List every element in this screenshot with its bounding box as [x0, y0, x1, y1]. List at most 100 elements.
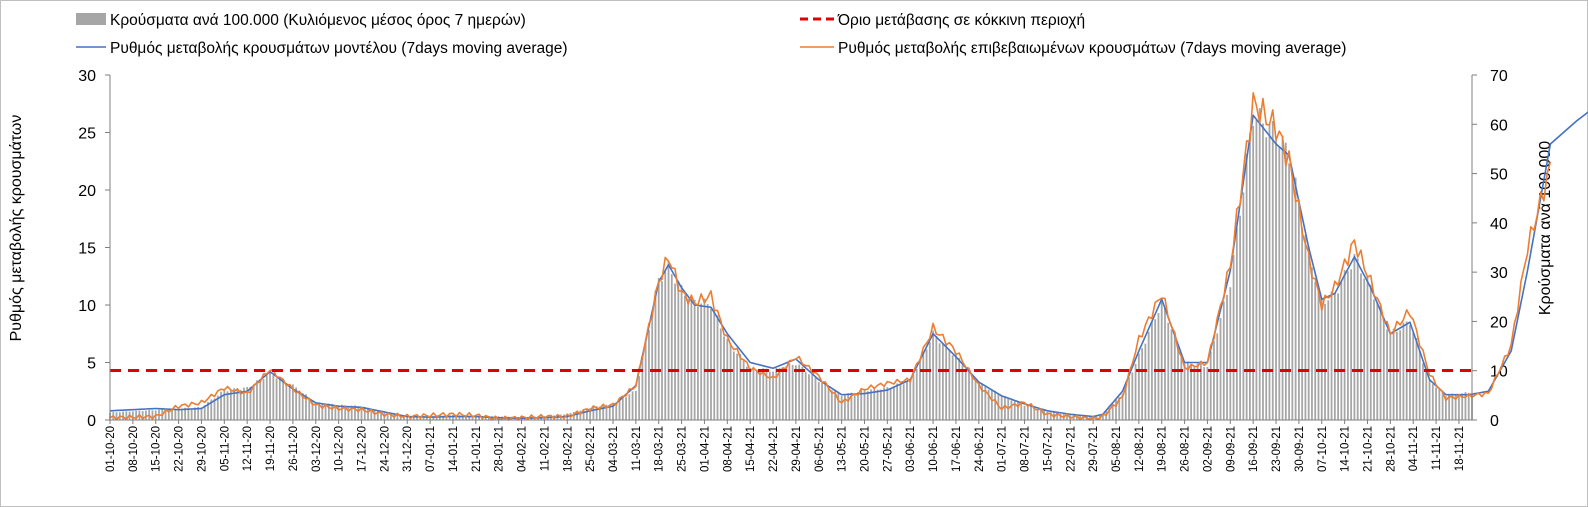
case-bar — [892, 386, 895, 420]
case-bar — [1288, 163, 1290, 421]
case-bar — [1108, 408, 1111, 420]
x-tick-label: 15-07-21 — [1042, 426, 1054, 472]
case-bar — [131, 411, 134, 420]
case-bar — [625, 397, 627, 420]
case-bar — [484, 415, 487, 420]
case-bar — [1249, 133, 1251, 421]
x-tick-label: 14-01-21 — [448, 426, 460, 472]
case-bar — [487, 416, 490, 420]
case-bar — [1346, 271, 1349, 420]
y-left-tick-label: 0 — [87, 413, 96, 430]
case-bar — [275, 378, 278, 420]
case-bar — [968, 369, 970, 420]
case-bar — [657, 277, 660, 420]
y-right-axis-title: Κρούσματα ανά 100.000 — [1537, 141, 1554, 315]
case-bar — [1291, 173, 1294, 420]
case-bar — [226, 391, 229, 420]
case-bar — [1196, 363, 1199, 420]
case-bar — [1066, 414, 1068, 420]
case-bar — [909, 379, 912, 420]
case-bar — [827, 387, 830, 420]
case-bar — [1004, 396, 1006, 420]
case-bar — [396, 414, 399, 420]
case-bar — [1124, 384, 1127, 420]
case-bar — [1343, 270, 1346, 420]
case-bar — [1268, 124, 1271, 420]
case-bar — [285, 382, 288, 420]
x-tick-label: 19-08-21 — [1157, 426, 1169, 472]
legend-label-bars: Κρούσματα ανά 100.000 (Κυλιόμενος μέσος … — [110, 12, 526, 29]
x-tick-label: 12-08-21 — [1134, 426, 1146, 472]
case-bar — [693, 299, 696, 420]
case-bar — [870, 389, 872, 420]
x-tick-label: 01-07-21 — [997, 426, 1009, 472]
case-bar — [670, 274, 673, 420]
case-bar — [1010, 400, 1013, 420]
case-bar — [442, 415, 445, 420]
case-bar — [135, 410, 138, 420]
case-bar — [648, 329, 650, 420]
case-bar — [1337, 293, 1339, 420]
case-bar — [292, 384, 294, 420]
case-bar — [605, 404, 608, 420]
case-bar — [347, 406, 350, 420]
case-bar — [912, 374, 915, 420]
x-tick-label: 10-06-21 — [928, 426, 940, 472]
case-bar — [798, 364, 801, 420]
case-bar — [654, 290, 657, 420]
case-bar — [1255, 119, 1258, 421]
case-bar — [324, 404, 327, 420]
case-bar — [628, 394, 631, 420]
case-bar — [1013, 401, 1016, 420]
case-bar — [311, 401, 314, 420]
case-bar — [180, 408, 183, 420]
case-bar — [184, 407, 187, 420]
case-bar — [713, 310, 716, 420]
case-bar — [360, 406, 363, 420]
x-tick-label: 22-07-21 — [1065, 426, 1077, 472]
case-bar — [1151, 321, 1153, 420]
x-tick-label: 11-03-21 — [631, 426, 643, 471]
case-bar — [167, 409, 170, 420]
x-tick-label: 14-10-21 — [1340, 426, 1352, 472]
case-bar — [1216, 333, 1219, 420]
case-bar — [445, 415, 448, 420]
case-bar — [425, 415, 428, 420]
case-bar — [210, 399, 213, 420]
case-bar — [373, 410, 376, 420]
x-tick-label: 30-09-21 — [1294, 426, 1306, 472]
case-bar — [1190, 364, 1193, 420]
case-bar — [778, 368, 781, 420]
case-bar — [305, 394, 307, 420]
case-bar — [902, 384, 905, 420]
case-bar — [847, 393, 850, 420]
case-bar — [876, 389, 879, 420]
case-bar — [1121, 393, 1124, 420]
case-bar — [922, 351, 925, 420]
case-bar — [1092, 416, 1095, 420]
case-bar — [582, 409, 585, 420]
case-bar — [1278, 147, 1281, 420]
case-bar — [664, 271, 667, 420]
case-bar — [631, 391, 634, 420]
case-bar — [1275, 140, 1277, 420]
case-bar — [190, 408, 193, 420]
x-tick-label: 26-11-20 — [288, 426, 300, 471]
case-bar — [746, 366, 748, 420]
case-bar — [661, 281, 663, 420]
case-bar — [739, 354, 742, 420]
case-bar — [259, 378, 262, 420]
x-tick-label: 24-06-21 — [974, 426, 986, 472]
case-bar — [883, 387, 885, 420]
case-bar — [125, 411, 128, 420]
case-bar — [1333, 293, 1336, 420]
case-bar — [644, 340, 647, 420]
case-bar — [1379, 305, 1382, 420]
x-tick-label: 03-12-20 — [311, 426, 323, 472]
x-tick-label: 05-08-21 — [1111, 426, 1123, 472]
y-right-tick-label: 30 — [1490, 265, 1508, 282]
case-bar — [863, 390, 866, 420]
x-tick-label: 08-10-20 — [128, 426, 140, 472]
case-bar — [850, 392, 853, 420]
case-bar — [301, 393, 304, 420]
